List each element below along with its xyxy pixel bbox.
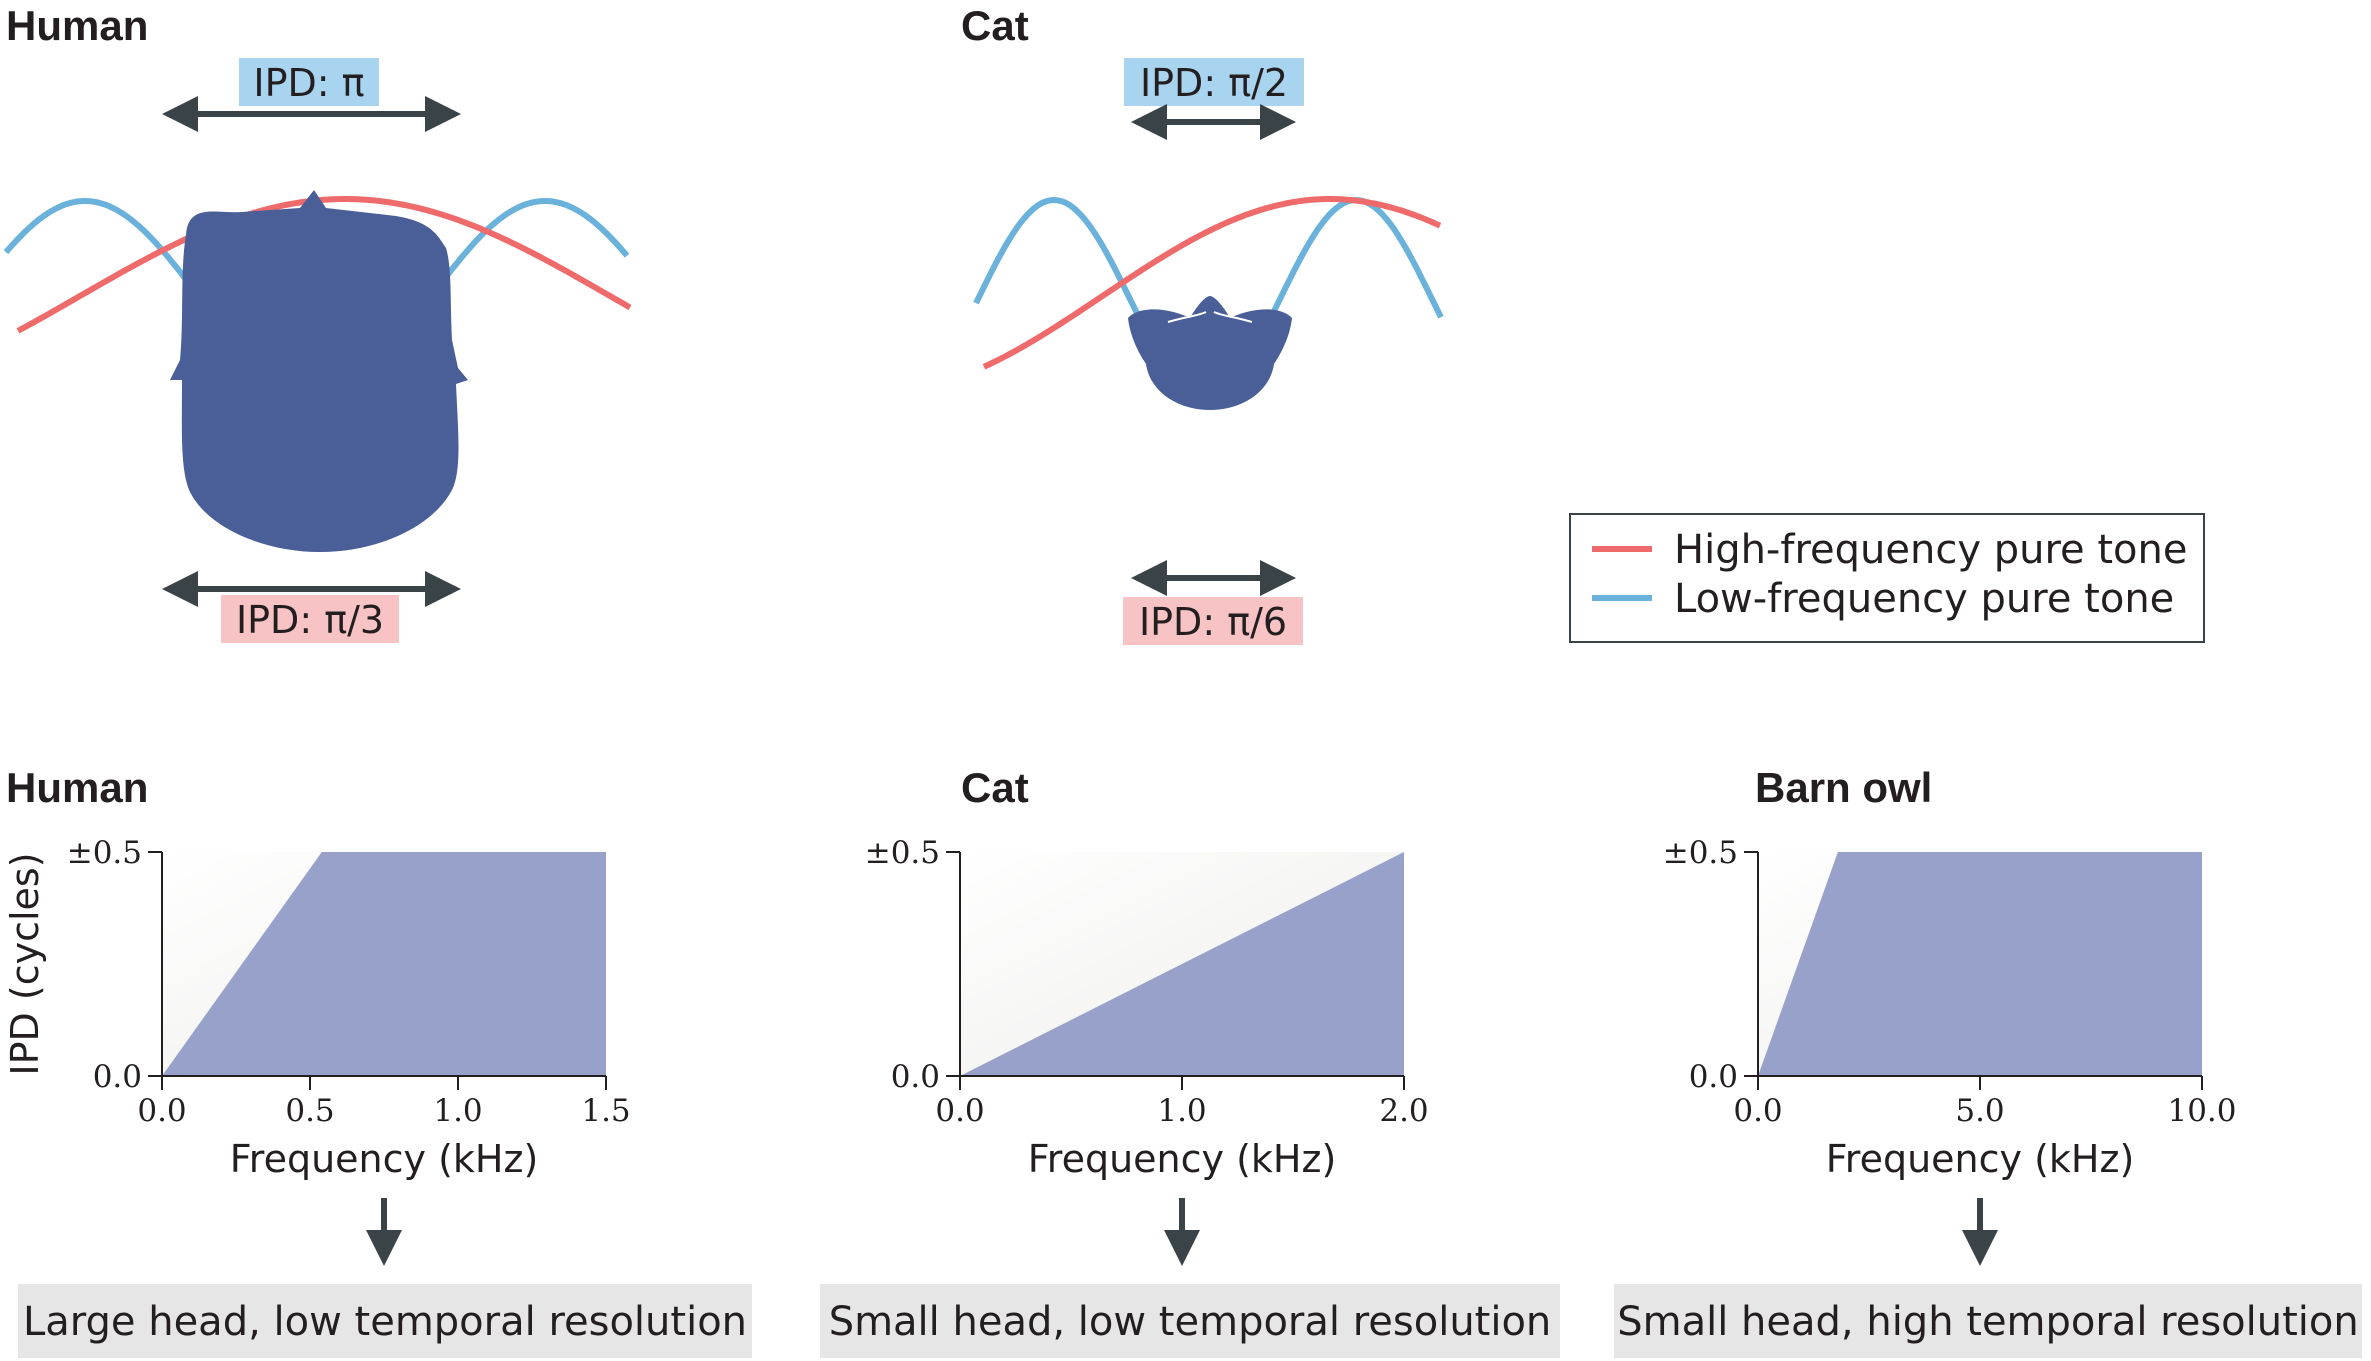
legend-box [1569,513,2205,643]
human-ipd-area [162,852,606,1076]
human-ipd-low-label: IPD: π [253,61,364,105]
human-x-tick-label: 1.5 [581,1093,630,1129]
human-x-tick-label: 0.0 [137,1093,186,1129]
barn-owl-y-tick-label: 0.0 [1689,1059,1738,1095]
barn-owl-conclusion-box [1614,1284,2362,1358]
cat-chart: Cat 0.0 ±0.5 0.0 1.0 2.0 Frequency (kHz) Small … [820,764,1560,1358]
cat-ipd-area [960,852,1404,1076]
barn-owl-chart-title: Barn owl [1755,764,1932,811]
barn-owl-x-tick-label: 10.0 [2167,1093,2236,1129]
human-chart-title: Human [6,764,148,811]
human-top-title: Human [6,2,148,49]
human-x-tick-label: 0.5 [285,1093,334,1129]
cat-high-frequency-wave [982,196,1442,370]
cat-x-tick-label: 0.0 [935,1093,984,1129]
cat-top-panel: Cat IPD: π/2 IPD: π/6 [961,2,1444,645]
cat-y-tick-label: 0.0 [891,1059,940,1095]
cat-head-icon [1128,296,1292,410]
cat-ipd-low-label: IPD: π/2 [1140,61,1288,105]
human-x-tick-label: 1.0 [433,1093,482,1129]
barn-owl-conclusion-text: Small head, high temporal resolution [1617,1299,2359,1345]
cat-x-axis-label: Frequency (kHz) [1028,1137,1337,1181]
human-y-tick-label: ±0.5 [67,835,142,871]
cat-x-tick-label: 1.0 [1157,1093,1206,1129]
cat-ipd-high-label: IPD: π/6 [1139,600,1287,644]
cat-top-title: Cat [961,2,1029,49]
human-top-panel: Human IPD: π IPD: π/3 [3,2,632,643]
barn-owl-x-tick-label: 5.0 [1955,1093,2004,1129]
cat-chart-title: Cat [961,764,1029,811]
human-conclusion-box [18,1284,752,1358]
human-high-frequency-wave [16,196,632,334]
cat-conclusion-box [820,1284,1560,1358]
barn-owl-x-tick-label: 0.0 [1733,1093,1782,1129]
human-conclusion-text: Large head, low temporal resolution [23,1299,747,1345]
legend-low-label: Low-frequency pure tone [1674,576,2174,622]
human-ipd-high-label-bg [221,595,399,643]
barn-owl-ipd-area [1758,852,2202,1076]
human-x-axis-label: Frequency (kHz) [230,1137,539,1181]
barn-owl-x-axis-label: Frequency (kHz) [1826,1137,2135,1181]
barn-owl-chart: Barn owl 0.0 ±0.5 0.0 5.0 10.0 Frequency (kHz)… [1614,764,2362,1358]
legend: High-frequency pure tone Low-frequency p… [1569,513,2205,643]
human-y-axis-label: IPD (cycles) [3,852,47,1075]
barn-owl-y-tick-label: ±0.5 [1663,835,1738,871]
human-ipd-high-label: IPD: π/3 [236,598,384,642]
cat-ipd-high-label-bg [1123,597,1303,645]
cat-x-tick-label: 2.0 [1379,1093,1428,1129]
human-y-tick-label: 0.0 [93,1059,142,1095]
cat-y-tick-label: ±0.5 [865,835,940,871]
cat-conclusion-text: Small head, low temporal resolution [829,1299,1552,1345]
legend-high-label: High-frequency pure tone [1674,527,2187,573]
cat-ipd-low-label-bg [1124,58,1304,106]
human-chart: Human 0.0 ±0.5 0.0 0.5 1.0 1.5 Frequency (kHz) I… [3,764,752,1358]
ipd-charts: Human 0.0 ±0.5 0.0 0.5 1.0 1.5 Frequency (kHz) I… [3,764,2362,1358]
human-head-icon [170,190,468,552]
